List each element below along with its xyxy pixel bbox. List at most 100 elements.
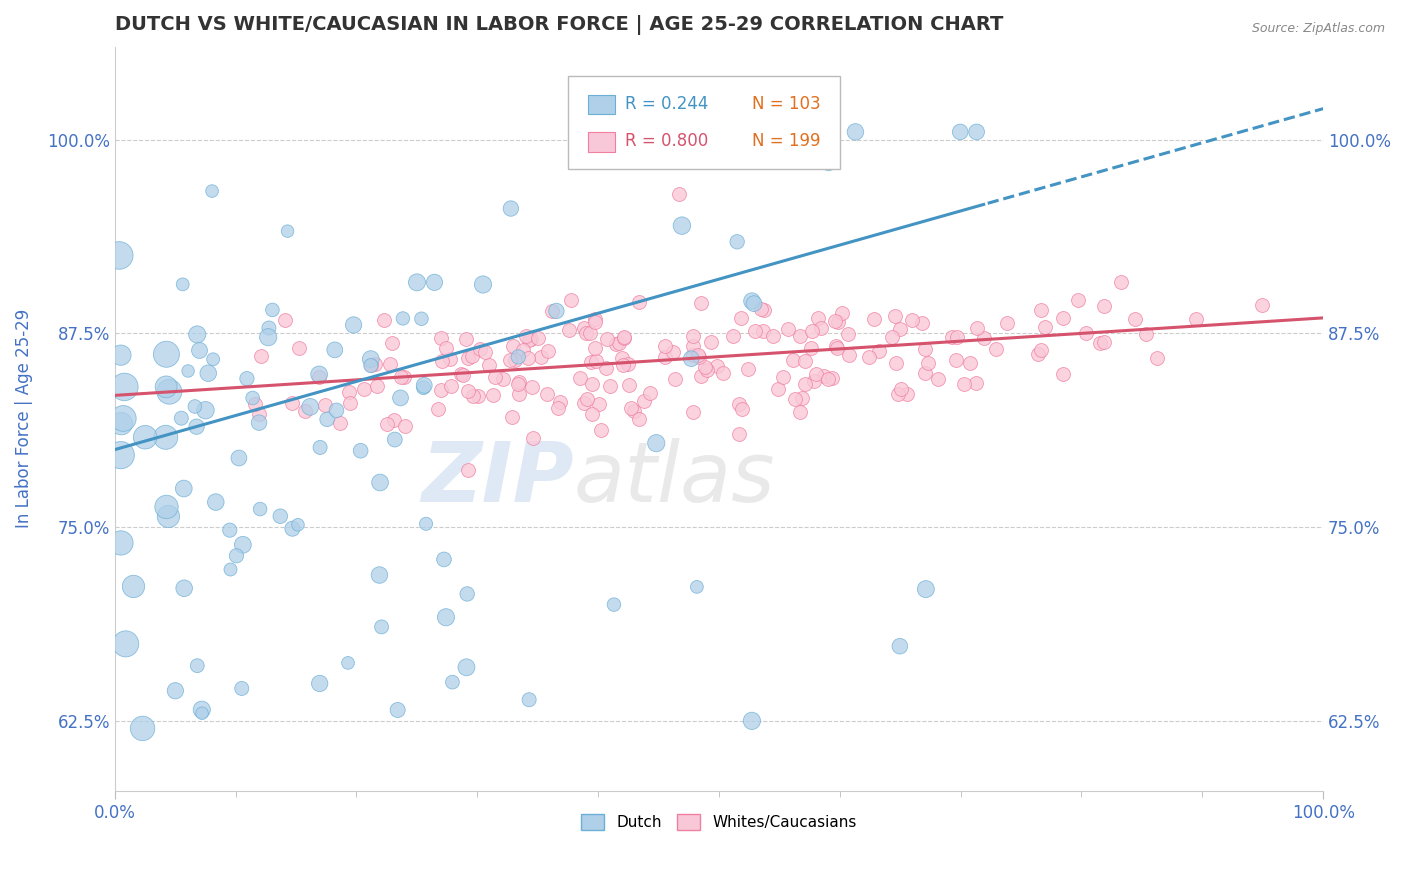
Point <box>499 353 522 368</box>
Point <box>824 339 846 353</box>
Point <box>413 378 436 392</box>
Point <box>911 316 934 330</box>
Point <box>512 343 534 358</box>
Point <box>508 376 530 391</box>
Point <box>613 329 636 343</box>
Point <box>112 380 135 394</box>
Point <box>201 184 224 198</box>
Point <box>599 379 621 393</box>
Point <box>360 359 382 373</box>
Point <box>522 431 544 445</box>
Point <box>155 347 177 361</box>
Point <box>800 324 823 338</box>
Point <box>274 313 297 327</box>
Point <box>186 658 208 673</box>
Point <box>415 516 437 531</box>
Point <box>218 523 240 537</box>
Point <box>557 322 579 336</box>
Point <box>762 328 785 343</box>
Point <box>364 358 387 372</box>
Point <box>752 324 775 338</box>
Point <box>188 343 211 358</box>
Point <box>434 610 457 624</box>
Point <box>807 310 830 325</box>
Point <box>508 387 530 401</box>
Point <box>225 549 247 563</box>
Point <box>1052 311 1074 326</box>
Point <box>883 309 905 323</box>
Point <box>945 353 967 368</box>
Point <box>741 293 763 308</box>
Point <box>194 403 217 417</box>
Point <box>499 202 522 216</box>
Text: Source: ZipAtlas.com: Source: ZipAtlas.com <box>1251 22 1385 36</box>
Point <box>536 387 558 401</box>
Point <box>108 248 131 262</box>
Point <box>1146 351 1168 366</box>
Point <box>439 351 461 366</box>
Point <box>439 378 461 392</box>
Point <box>901 313 924 327</box>
Point <box>706 359 728 373</box>
Point <box>613 331 636 345</box>
Point <box>1076 326 1098 341</box>
Point <box>434 341 457 355</box>
Point <box>945 330 967 344</box>
Point <box>316 412 339 426</box>
Point <box>827 315 849 329</box>
Point <box>966 125 988 139</box>
Point <box>242 391 264 405</box>
Point <box>696 363 718 377</box>
Point <box>541 304 564 318</box>
Point <box>381 335 404 350</box>
Text: DUTCH VS WHITE/CAUCASIAN IN LABOR FORCE | AGE 25-29 CORRELATION CHART: DUTCH VS WHITE/CAUCASIAN IN LABOR FORCE … <box>115 15 1002 35</box>
Point <box>360 352 382 367</box>
Point <box>686 349 709 363</box>
Point <box>517 351 540 365</box>
Point <box>228 450 250 465</box>
Point <box>394 418 416 433</box>
Point <box>868 344 890 359</box>
Point <box>112 411 135 425</box>
Point <box>375 417 398 431</box>
Point <box>689 369 711 384</box>
Point <box>427 402 450 417</box>
Point <box>1109 275 1132 289</box>
Point <box>591 423 613 437</box>
Point <box>450 367 472 381</box>
Point <box>889 322 911 336</box>
Point <box>277 224 299 238</box>
Point <box>596 332 619 346</box>
Point <box>122 579 145 593</box>
Point <box>789 329 811 343</box>
Point <box>134 430 156 444</box>
Point <box>810 321 832 335</box>
Point <box>995 316 1018 330</box>
Point <box>461 349 484 363</box>
Point <box>406 276 429 290</box>
Point <box>1067 293 1090 307</box>
Point <box>157 384 180 399</box>
Point <box>654 350 676 364</box>
Point <box>454 332 477 346</box>
Text: ZIP: ZIP <box>422 438 574 518</box>
Point <box>887 387 910 401</box>
Point <box>430 354 453 368</box>
Point <box>392 311 415 326</box>
Point <box>654 339 676 353</box>
Point <box>184 400 207 414</box>
Point <box>575 326 598 341</box>
Point <box>308 368 330 382</box>
Point <box>287 517 309 532</box>
Point <box>474 345 496 359</box>
Point <box>880 330 903 344</box>
Point <box>1088 335 1111 350</box>
Point <box>671 219 693 233</box>
Point <box>813 369 835 384</box>
Point <box>844 125 866 139</box>
Point <box>257 321 280 335</box>
Point <box>585 353 607 368</box>
Point <box>645 436 668 450</box>
Point <box>456 660 478 674</box>
Point <box>966 321 988 335</box>
